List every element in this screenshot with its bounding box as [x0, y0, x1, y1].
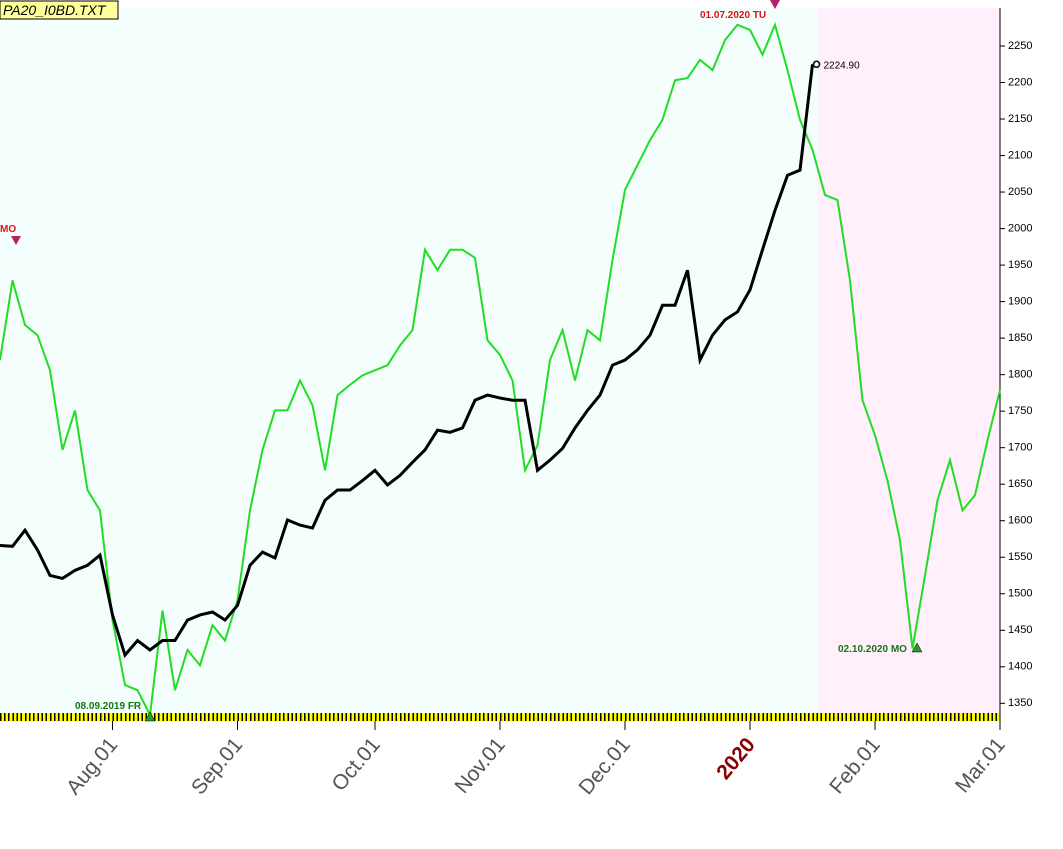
background-past — [0, 8, 817, 715]
x-tick-label: 2020 — [712, 733, 760, 784]
annotation: 08.09.2019 FR — [75, 701, 142, 712]
y-tick-label: 1950 — [1008, 259, 1032, 271]
x-tick-label: Mar.01 — [951, 733, 1010, 797]
y-tick-label: 1750 — [1008, 405, 1032, 417]
y-tick-label: 1400 — [1008, 661, 1032, 673]
y-tick-label: 1450 — [1008, 624, 1032, 636]
y-tick-label: 1500 — [1008, 588, 1032, 600]
y-tick-label: 1350 — [1008, 697, 1032, 709]
y-tick-label: 2050 — [1008, 186, 1032, 198]
end-point — [812, 60, 821, 69]
x-tick-label: Nov.01 — [450, 733, 509, 798]
x-tick-label: Oct.01 — [327, 733, 384, 795]
x-tick-strip — [0, 713, 1000, 721]
plot: 2224.90 — [0, 21, 1001, 719]
y-tick-label: 1900 — [1008, 296, 1032, 308]
series-line — [0, 21, 1001, 719]
y-tick-label: 1800 — [1008, 369, 1032, 381]
x-tick-label: Dec.01 — [574, 733, 634, 799]
y-tick-label: 2250 — [1008, 40, 1032, 52]
marker-down — [770, 0, 780, 9]
background-future — [817, 8, 1000, 715]
y-tick-label: 2200 — [1008, 76, 1032, 88]
x-tick-label: Sep.01 — [187, 733, 247, 799]
marker-up — [144, 711, 156, 722]
value-label: 2224.90 — [824, 60, 861, 71]
chart-title: PA20_I0BD.TXT — [3, 2, 107, 18]
y-tick-label: 1600 — [1008, 515, 1032, 527]
y-tick-label: 2150 — [1008, 113, 1032, 125]
y-tick-label: 1700 — [1008, 442, 1032, 454]
y-tick-label: 1550 — [1008, 551, 1032, 563]
annotation: 01.07.2020 TU — [700, 10, 766, 21]
y-tick-label: 1650 — [1008, 478, 1032, 490]
marker-down — [11, 236, 21, 245]
y-tick-label: 2000 — [1008, 222, 1032, 234]
marker-up — [911, 642, 923, 653]
annotation: 02.10.2020 MO — [838, 644, 907, 655]
annotation: MO — [0, 224, 16, 235]
y-tick-label: 1850 — [1008, 332, 1032, 344]
x-tick-label: Feb.01 — [825, 733, 885, 798]
series-line — [0, 64, 814, 659]
title-box — [0, 0, 119, 20]
y-tick-label: 2100 — [1008, 149, 1032, 161]
x-tick-label: Aug.01 — [62, 733, 122, 799]
